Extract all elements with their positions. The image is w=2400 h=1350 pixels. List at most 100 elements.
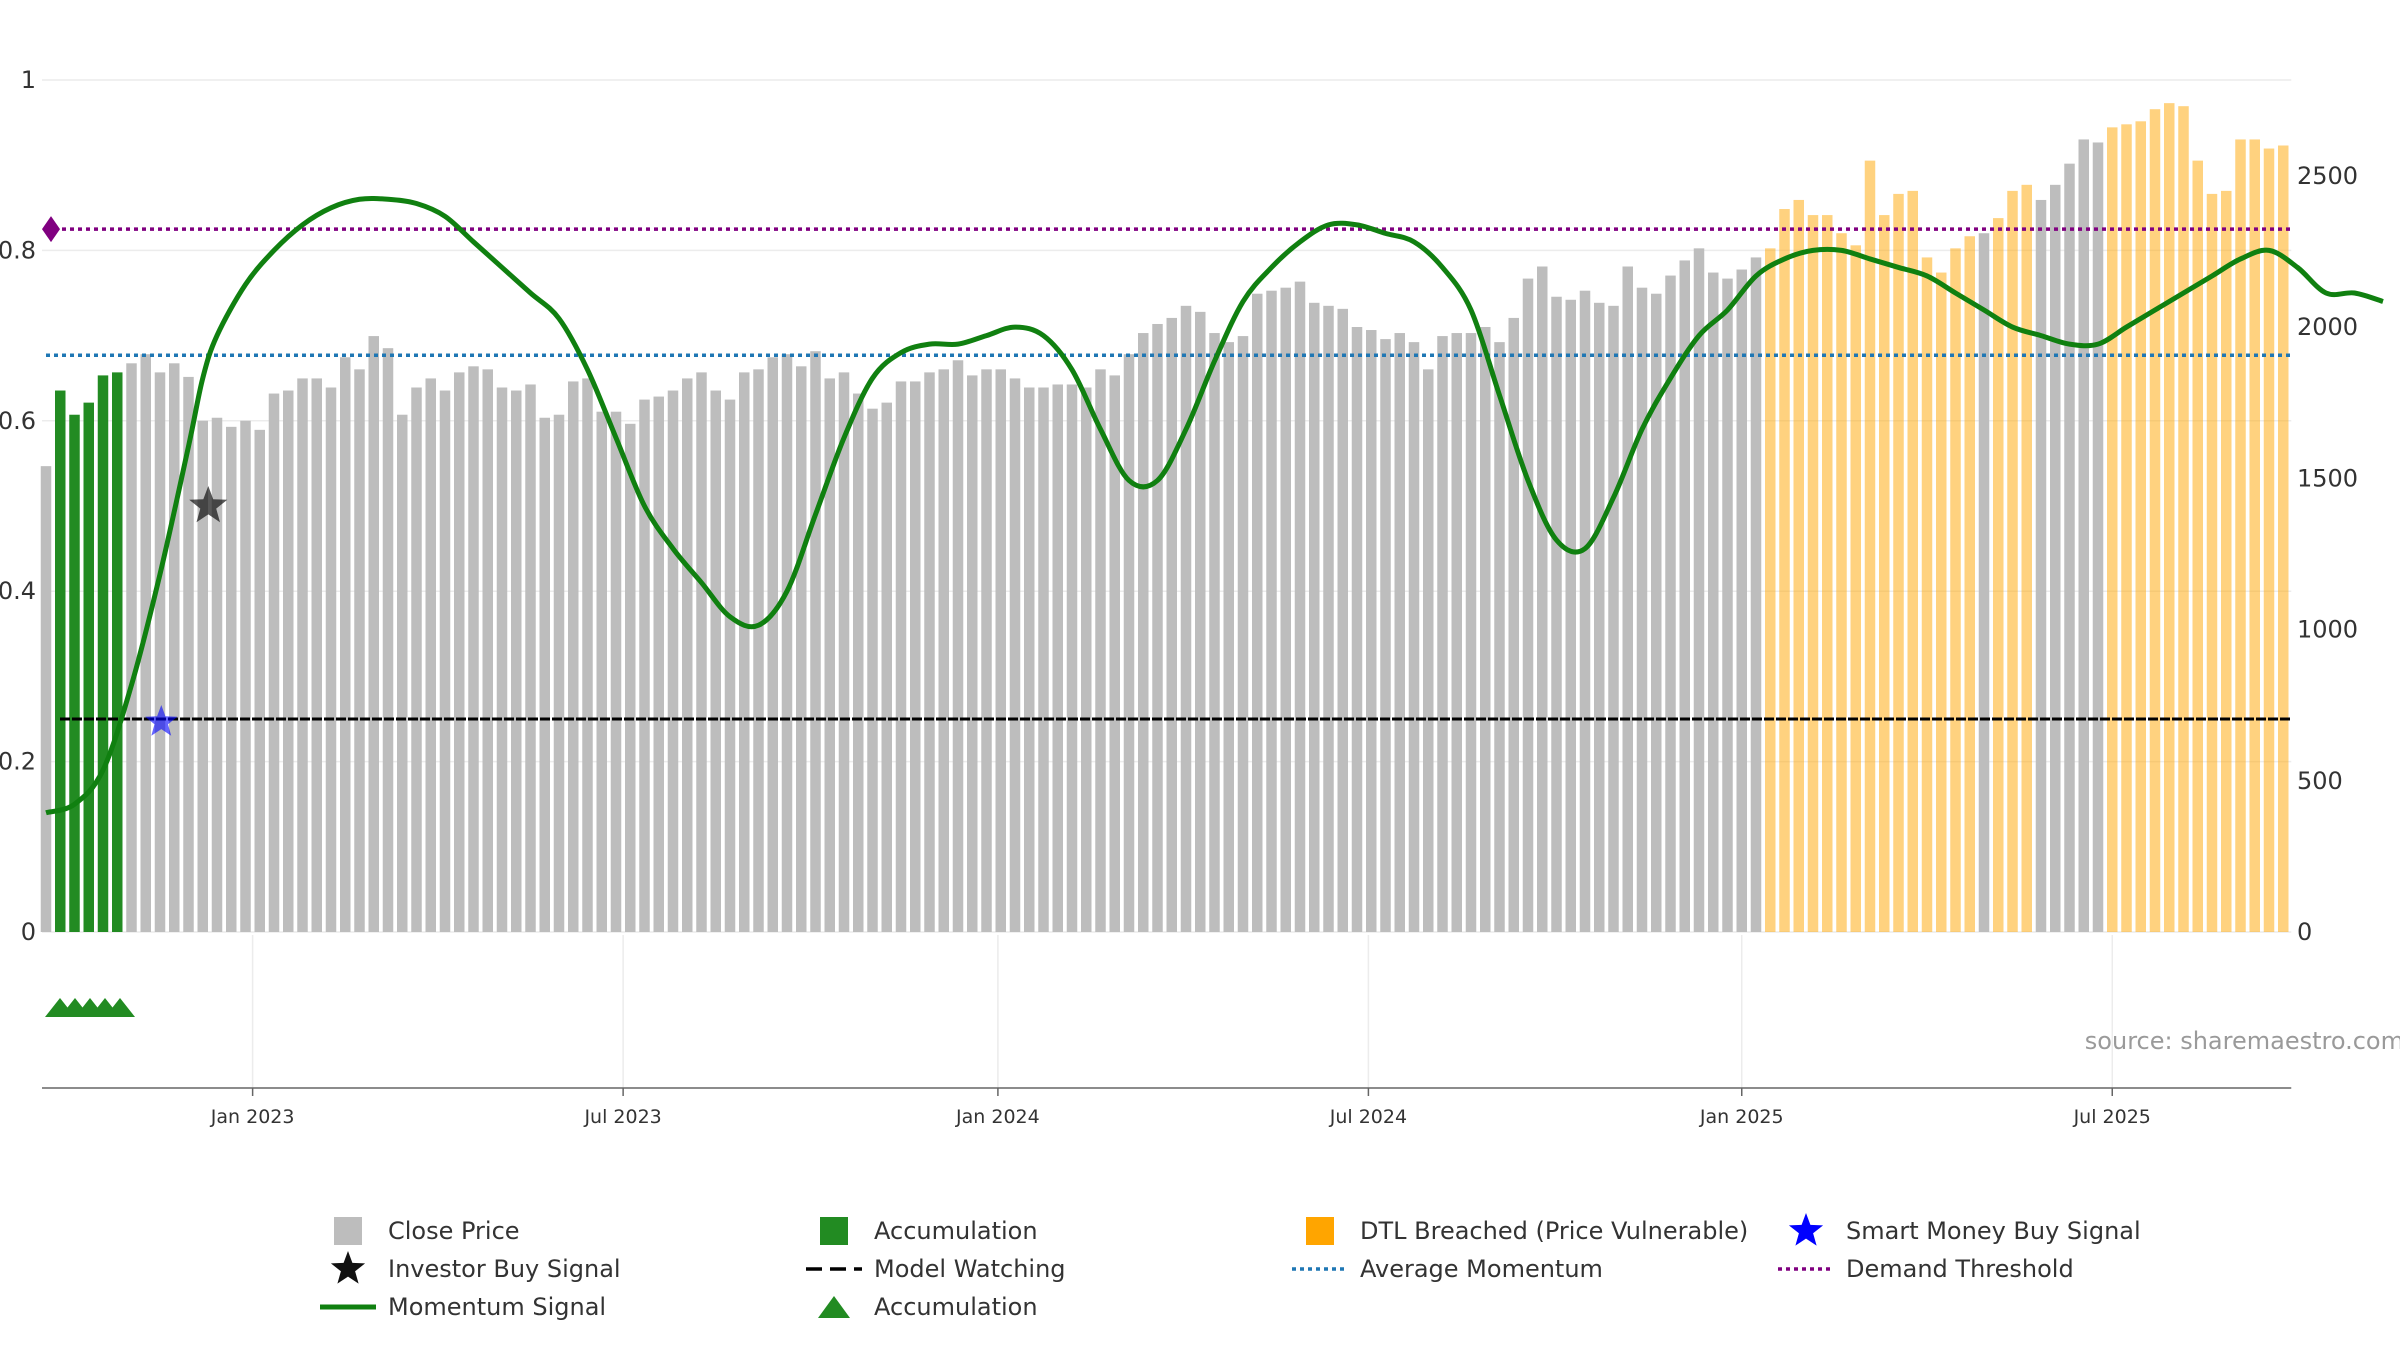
close-price-bar xyxy=(1423,369,1434,933)
close-price-bar xyxy=(1351,327,1363,932)
close-price-bar xyxy=(1736,269,1747,932)
legend-symbol-icon xyxy=(320,1289,376,1325)
close-price-bar xyxy=(1651,293,1662,933)
close-price-bar xyxy=(1750,257,1762,932)
close-price-bar xyxy=(938,369,949,933)
accumulation-bar xyxy=(55,390,66,932)
close-price-bar xyxy=(1636,287,1648,932)
close-price-bar xyxy=(596,411,607,932)
close-price-bar xyxy=(1366,330,1377,932)
momentum-line xyxy=(45,195,2384,816)
legend-item: Demand Threshold xyxy=(1778,1251,2074,1287)
close-price-bar xyxy=(1708,272,1719,932)
legend-item: Model Watching xyxy=(806,1251,1066,1287)
smart-money-buy-signal-marker xyxy=(145,705,178,736)
close-price-bar xyxy=(382,348,394,932)
dtl-breached-bar xyxy=(2135,121,2146,933)
close-price-bar xyxy=(496,387,508,932)
legend: Close Price Accumulation DTL Breached (Pri… xyxy=(320,1213,2220,1333)
x-axis-tick-label: Jan 2024 xyxy=(955,1106,1040,1128)
close-price-bar xyxy=(140,354,151,933)
dtl-breached-bar xyxy=(2178,106,2189,933)
close-price-bar xyxy=(1152,323,1163,933)
close-price-bar xyxy=(910,381,921,932)
demand-threshold-marker xyxy=(42,216,60,243)
dtl-breached-bar xyxy=(2221,190,2232,932)
dtl-breached-bar xyxy=(1993,218,2004,933)
right-axis-tick-label: 2500 xyxy=(2297,162,2358,190)
close-price-bar xyxy=(1223,342,1234,932)
close-price-bar xyxy=(568,381,579,932)
close-price-bar xyxy=(283,390,294,932)
close-price-bar xyxy=(1252,293,1263,933)
close-price-bar xyxy=(1437,336,1448,932)
close-price-bar xyxy=(183,376,194,933)
close-price-bar xyxy=(2035,199,2047,932)
close-price-bar xyxy=(682,378,693,932)
legend-symbol-icon xyxy=(1292,1213,1348,1249)
close-price-bar xyxy=(653,396,664,932)
close-price-bar xyxy=(1038,387,1049,932)
close-price-bar xyxy=(582,378,593,932)
close-price-bar xyxy=(411,387,422,932)
legend-item: Momentum Signal xyxy=(320,1289,606,1325)
legend-symbol-icon xyxy=(320,1213,376,1249)
close-price-bar xyxy=(1594,302,1605,932)
legend-symbol-icon xyxy=(1778,1251,1834,1287)
close-price-bar xyxy=(553,414,565,933)
close-price-bar xyxy=(511,390,522,932)
dtl-breached-bar xyxy=(1864,160,1876,932)
close-price-bar xyxy=(1066,384,1078,933)
legend-item: Close Price xyxy=(320,1213,520,1249)
close-price-bar xyxy=(169,363,180,932)
close-price-bar xyxy=(1551,296,1562,932)
close-price-bar xyxy=(197,420,208,932)
momentum-signal xyxy=(45,195,2384,816)
close-price-bar xyxy=(1209,333,1220,932)
close-price-bar xyxy=(1123,354,1135,933)
x-axis-tick-label: Jul 2023 xyxy=(583,1106,661,1128)
close-price-bar xyxy=(397,414,408,933)
left-axis-tick-label: 1 xyxy=(21,66,36,94)
close-price-bar xyxy=(1138,333,1149,932)
close-price-bar xyxy=(810,351,821,932)
close-price-bar xyxy=(610,411,622,932)
close-price-bar xyxy=(1109,375,1120,932)
close-price-bar xyxy=(924,372,935,932)
close-price-bar xyxy=(724,399,736,933)
close-price-bar xyxy=(1679,260,1690,932)
close-price-bar xyxy=(1266,290,1277,932)
right-axis-tick-label: 1000 xyxy=(2297,616,2358,644)
close-price-bar xyxy=(625,423,636,932)
close-price-bar xyxy=(739,372,750,932)
close-price-bar xyxy=(952,360,964,932)
close-price-bar xyxy=(967,375,978,932)
accumulation-bar xyxy=(97,375,109,932)
legend-label: Demand Threshold xyxy=(1846,1255,2074,1283)
close-price-bar xyxy=(2050,184,2061,932)
close-price-bar xyxy=(1465,333,1477,932)
axes: 0 0.2 0.4 0.6 0.8 1 0 500 1000 1500 2000 2500 Jan 20… xyxy=(0,66,2358,1128)
legend-label: Smart Money Buy Signal xyxy=(1846,1217,2141,1245)
legend-item: Accumulation xyxy=(806,1289,1038,1325)
dtl-breached-bar xyxy=(1936,272,1947,932)
dtl-breached-bar xyxy=(2149,109,2161,932)
dtl-breached-bar xyxy=(1765,248,1776,933)
dtl-breached-bar xyxy=(1807,215,1819,932)
dtl-breached-bar xyxy=(2107,127,2118,933)
dtl-breached-bar xyxy=(1950,248,1961,933)
close-price-bar xyxy=(781,354,793,933)
close-price-bar xyxy=(325,387,337,932)
close-price-bar xyxy=(525,384,536,933)
close-price-bar xyxy=(2092,142,2104,933)
legend-label: DTL Breached (Price Vulnerable) xyxy=(1360,1217,1749,1245)
close-price-bar xyxy=(753,369,764,933)
left-axis-tick-label: 0.6 xyxy=(0,407,36,435)
signal-markers xyxy=(42,216,228,1017)
close-price-bar xyxy=(824,378,835,932)
close-price-bar xyxy=(2064,163,2075,932)
close-price-bar xyxy=(1380,339,1391,933)
accumulation-bar xyxy=(69,414,80,933)
close-price-bar xyxy=(1237,336,1249,932)
